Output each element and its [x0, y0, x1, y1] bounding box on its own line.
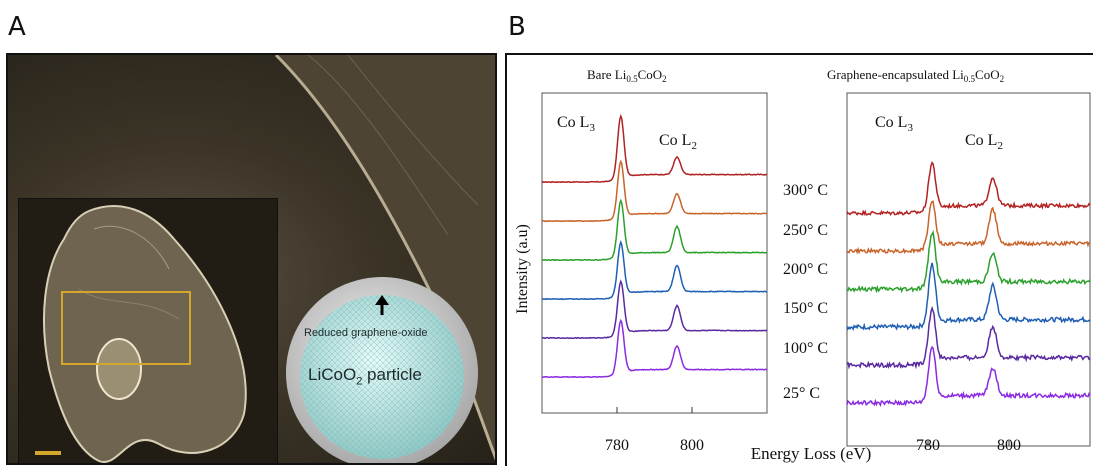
peak-label: Co L3 — [875, 114, 913, 134]
sem-image-panel: Reduced graphene-oxide LiCoO2 particle — [6, 53, 497, 465]
x-tick-label: 800 — [997, 437, 1021, 454]
peak-label: Co L2 — [659, 132, 697, 152]
series-line — [846, 229, 1091, 294]
series-line — [542, 113, 768, 184]
chart-title: Bare Li0.5CoO2 — [587, 67, 667, 84]
series-line — [541, 318, 768, 379]
particle-schematic — [286, 277, 478, 463]
eels-panel: Bare Li0.5CoO2 780 800 Co L3 Co L2 Graphene-e… — [505, 53, 1093, 466]
particle-micrograph — [35, 205, 247, 463]
peak-label: Co L2 — [965, 132, 1003, 152]
series-line — [846, 161, 1091, 216]
sem-inset — [18, 198, 278, 463]
plot-frame — [846, 92, 1091, 447]
peak-label: Co L3 — [557, 114, 595, 134]
x-tick-label: 800 — [680, 437, 704, 454]
sem-background — [274, 55, 495, 461]
series-line — [541, 198, 768, 262]
series-line — [846, 305, 1091, 370]
x-tick-label: 780 — [916, 437, 940, 454]
particle-label: LiCoO2 particle — [308, 365, 422, 388]
x-axis-label: Energy Loss (eV) — [751, 444, 872, 463]
eels-chart: Bare Li0.5CoO2 780 800 Co L3 Co L2 Graphene-e… — [514, 67, 1091, 463]
chart-title: Graphene-encapsulated Li0.5CoO2 — [827, 67, 1004, 84]
x-tick-label: 780 — [605, 437, 629, 454]
series-line — [541, 279, 768, 340]
panel-a-letter: A — [8, 12, 26, 42]
series-line — [542, 239, 767, 301]
series-line — [541, 159, 768, 223]
rgo-label: Reduced graphene-oxide — [304, 327, 428, 339]
zoom-box — [61, 291, 191, 365]
series-line — [846, 200, 1090, 255]
temperature-label: 300° C — [783, 182, 828, 199]
temperature-label: 150° C — [783, 300, 828, 317]
temperature-label: 200° C — [783, 261, 828, 278]
temperature-label: 250° C — [783, 222, 828, 239]
scale-bar — [35, 451, 61, 455]
series-line — [846, 262, 1091, 331]
temperature-label: 100° C — [783, 340, 828, 357]
temperature-label: 25° C — [783, 385, 820, 402]
panel-b-letter: B — [508, 12, 526, 42]
series-line — [846, 345, 1091, 408]
y-axis-label: Intensity (a.u) — [514, 224, 531, 314]
